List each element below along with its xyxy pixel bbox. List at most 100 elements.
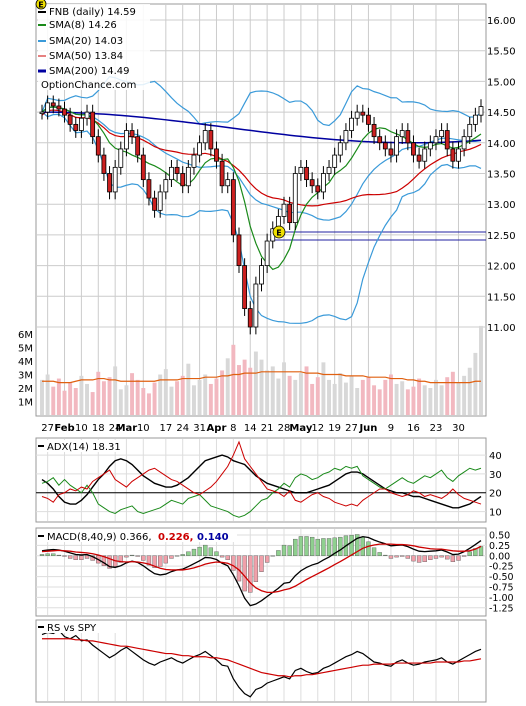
volume-bar bbox=[422, 385, 427, 415]
macd-histogram-bar bbox=[394, 555, 399, 558]
adx-tick-label: 10 bbox=[489, 508, 502, 519]
volume-bar bbox=[113, 366, 118, 415]
macd-histogram-bar bbox=[416, 555, 422, 563]
earnings-badge-icon bbox=[35, 0, 47, 10]
macd-histogram-bar bbox=[225, 555, 230, 560]
macd-tick-label: -0.25 bbox=[489, 562, 514, 573]
x-tick-label: 8 bbox=[230, 423, 236, 434]
volume-bar bbox=[355, 388, 360, 415]
volume-bar bbox=[366, 377, 371, 415]
volume-bar bbox=[450, 371, 455, 415]
volume-bar bbox=[338, 373, 343, 415]
adx-panel: 40 30 20 10 ADX(14) 18.31 bbox=[35, 437, 502, 523]
price-tick-label: 13.50 bbox=[487, 170, 516, 181]
macd-histogram-bar bbox=[56, 554, 62, 556]
macd-histogram-bar bbox=[169, 555, 174, 559]
x-tick-label: 12 bbox=[311, 423, 324, 434]
candle-body bbox=[95, 136, 101, 156]
candle-body bbox=[90, 111, 96, 138]
volume-bar bbox=[343, 382, 348, 415]
candle-body bbox=[461, 136, 467, 150]
macd-histogram bbox=[39, 534, 484, 593]
x-tick-label: 10 bbox=[75, 423, 88, 434]
macd-histogram-bar bbox=[371, 547, 377, 556]
volume-bar bbox=[259, 359, 264, 415]
volume-bar bbox=[349, 375, 354, 415]
macd-tick-label: -1.00 bbox=[489, 593, 514, 604]
candle-body bbox=[427, 142, 433, 150]
volume-bar bbox=[242, 359, 247, 415]
macd-histogram-bar bbox=[433, 555, 439, 559]
volume-bar bbox=[321, 362, 326, 415]
candle-body bbox=[174, 166, 180, 174]
volume-bar bbox=[383, 379, 388, 415]
price-axis: 16.00 15.50 15.00 14.50 14.00 13.50 13.00 12.50… bbox=[487, 16, 516, 334]
candle-body bbox=[326, 166, 332, 174]
candle-body bbox=[456, 148, 461, 162]
candle-body bbox=[163, 179, 169, 193]
macd-histogram-bar bbox=[428, 555, 433, 560]
candle-body bbox=[309, 179, 315, 187]
volume-bar bbox=[90, 392, 95, 415]
candle-body bbox=[140, 154, 146, 181]
macd-histogram-bar bbox=[405, 555, 411, 559]
volume-bar bbox=[130, 373, 135, 415]
candle-body bbox=[129, 130, 135, 138]
volume-bar bbox=[282, 362, 286, 415]
macd-histogram-bar bbox=[118, 555, 123, 563]
x-tick-label: 28 bbox=[278, 423, 291, 434]
candle-body bbox=[214, 148, 219, 162]
volume-bar bbox=[85, 383, 89, 415]
adx-label-background bbox=[37, 440, 123, 452]
earnings-marker-text: E bbox=[38, 1, 43, 10]
price-tick-label: 12.50 bbox=[487, 231, 516, 242]
volume-bar bbox=[96, 371, 101, 415]
volume-bar bbox=[214, 378, 219, 415]
candle-body bbox=[208, 130, 214, 150]
candle-body bbox=[343, 130, 349, 144]
legend-sma8-label: SMA(8) 14.26 bbox=[49, 20, 117, 31]
macd-histogram-bar bbox=[400, 555, 405, 557]
volume-bar bbox=[332, 383, 337, 415]
macd-histogram-bar bbox=[326, 538, 332, 556]
macd-histogram-bar bbox=[67, 555, 73, 559]
candle-body bbox=[185, 166, 191, 187]
volume-bar bbox=[467, 367, 472, 415]
x-tick-label: 21 bbox=[261, 423, 274, 434]
x-tick-label: 24 bbox=[109, 423, 122, 434]
volume-bar bbox=[180, 375, 185, 415]
volume-bar bbox=[327, 379, 332, 415]
macd-histogram-bar bbox=[315, 538, 320, 556]
candle-body bbox=[298, 166, 304, 174]
volume-bar bbox=[248, 367, 253, 415]
volume-bar bbox=[388, 374, 393, 415]
volume-bar bbox=[124, 385, 129, 415]
macd-histogram-bar bbox=[253, 555, 259, 582]
macd-histogram-bar bbox=[219, 555, 225, 558]
adx-series-line bbox=[41, 440, 482, 507]
legend-sma50-label: SMA(50) 13.84 bbox=[49, 51, 123, 62]
macd-histogram-bar bbox=[45, 553, 50, 556]
macd-histogram-bar bbox=[461, 555, 467, 557]
macd-histogram-bar bbox=[146, 555, 152, 566]
volume-bar bbox=[377, 389, 382, 415]
volume-bar bbox=[405, 389, 410, 415]
candle-body bbox=[377, 136, 383, 144]
macd-histogram-bar bbox=[197, 546, 202, 556]
candle-body bbox=[39, 111, 45, 114]
adx-series-line bbox=[41, 465, 482, 518]
macd-histogram-bar bbox=[141, 555, 146, 561]
volume-bar bbox=[62, 390, 67, 415]
volume-bar bbox=[101, 381, 106, 415]
macd-label-background bbox=[37, 529, 237, 542]
volume-bar bbox=[479, 325, 483, 415]
macd-histogram-bar bbox=[456, 555, 461, 561]
macd-histogram-bar bbox=[422, 555, 427, 562]
macd-histogram-bar bbox=[450, 555, 456, 562]
macd-histogram-bar bbox=[287, 545, 292, 556]
volume-bar bbox=[141, 388, 146, 415]
adx-tick-label: 40 bbox=[489, 451, 502, 462]
candle-body bbox=[56, 105, 62, 110]
x-tick-label: 31 bbox=[193, 423, 206, 434]
